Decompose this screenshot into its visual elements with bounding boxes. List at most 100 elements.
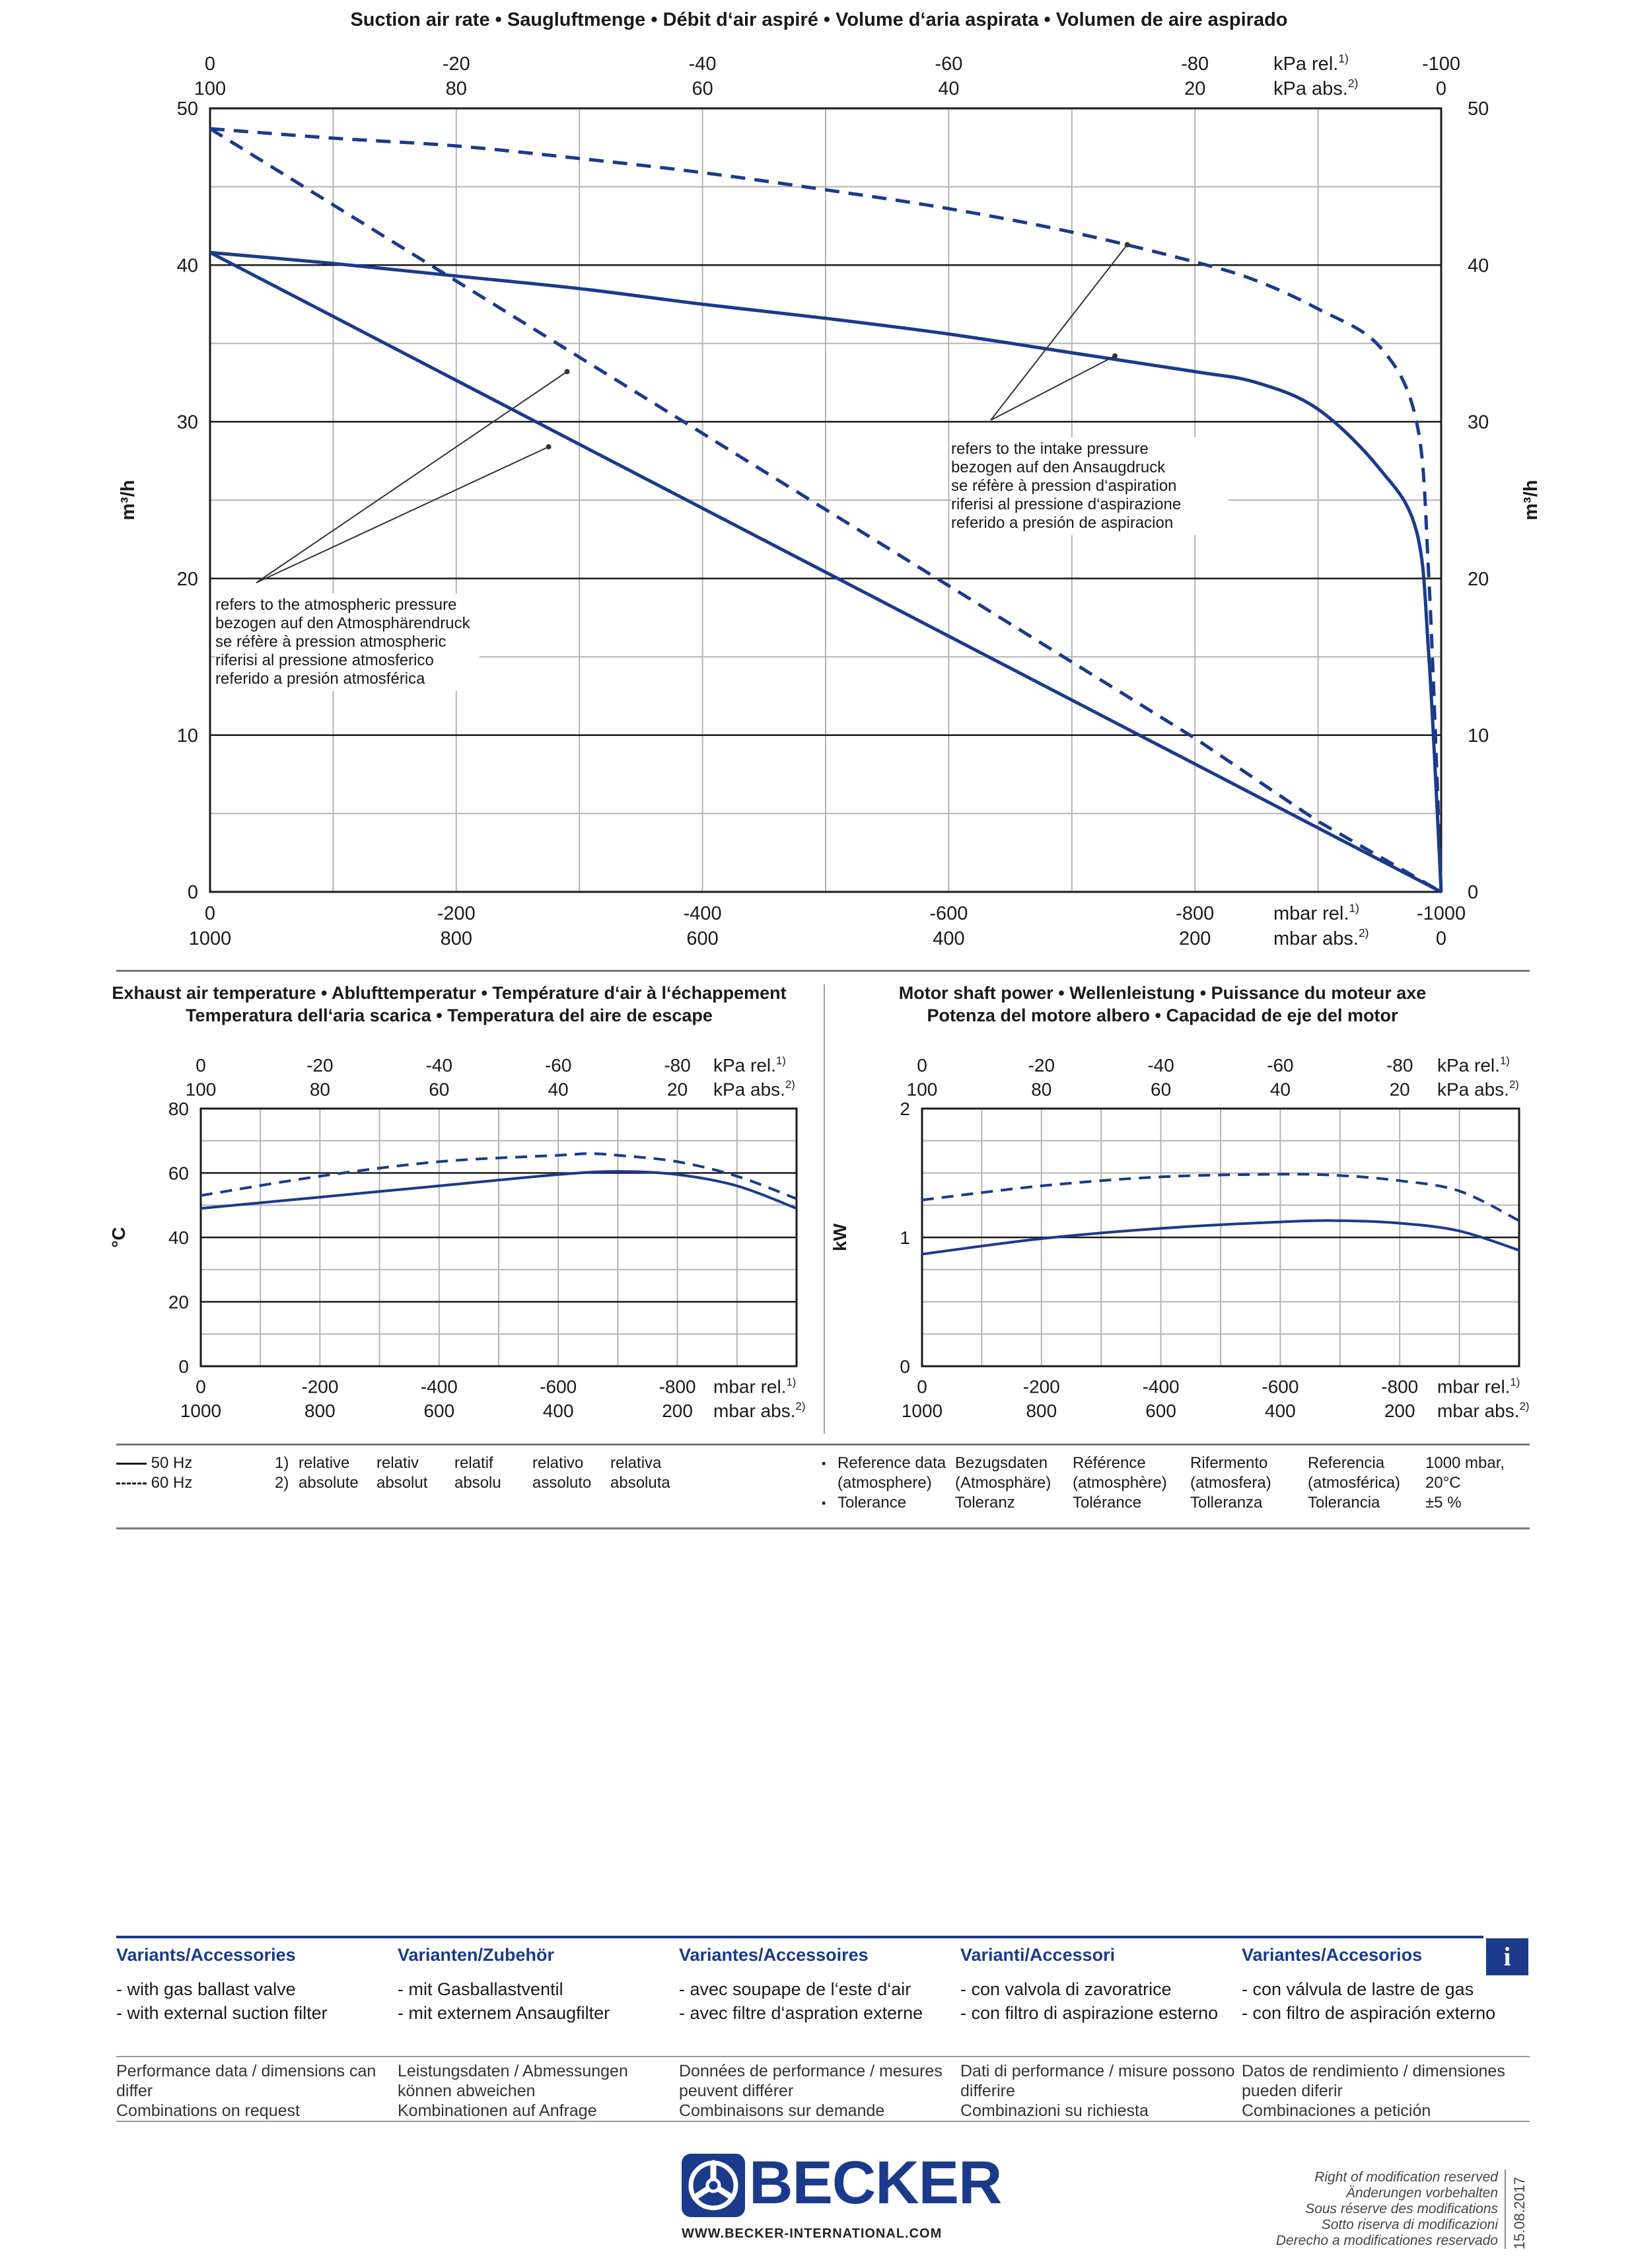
annotation-atmospheric: refers to the atmospheric pressure bezog…: [215, 593, 480, 691]
top-rel-tick-label: -40: [426, 1055, 452, 1076]
top-rel-tick-label: -80: [1181, 54, 1209, 75]
plot-frame: [921, 1107, 1520, 1368]
bottom-abs-tick-label: 200: [662, 1401, 693, 1421]
tol-word: Tolerance: [837, 1494, 907, 1512]
info-line: Données de performance / mesures: [679, 2062, 943, 2080]
ref-line: Rifermento: [1190, 1454, 1268, 1472]
footnote-word: absoluta: [610, 1474, 670, 1492]
info-col-de: Leistungsdaten / Abmessungen können abwe…: [398, 2061, 675, 2121]
variants-heading: Varianti/Accessori: [960, 1945, 1116, 1965]
variants-heading: Varianten/Zubehör: [398, 1945, 555, 1965]
bottom-rel-tick-label: -200: [437, 903, 476, 924]
top-rel-tick-label: -20: [306, 1055, 333, 1076]
info-col-it: Dati di performance / misure possono dif…: [960, 2061, 1238, 2121]
top-rel-unit: kPa rel.1): [713, 1054, 786, 1076]
top-abs-tick-label: 0: [1436, 79, 1446, 100]
y-tick-label: 20: [177, 569, 198, 590]
tol-word: Tolérance: [1073, 1494, 1142, 1512]
info-line: können abweichen: [398, 2082, 536, 2100]
top-abs-tick-label: 20: [667, 1079, 688, 1099]
bottom-rel-tick-label: 0: [205, 903, 215, 924]
info-line: Dati di performance / misure possono: [960, 2062, 1235, 2080]
top-abs-unit: kPa abs.2): [1273, 77, 1358, 100]
divider: [116, 970, 1530, 972]
y-tick-label: 20: [168, 1292, 189, 1312]
bottom-rel-tick-label: 0: [917, 1377, 927, 1397]
series-line-50hz: [921, 1219, 1520, 1256]
variants-rule: [116, 1936, 1483, 1938]
y-axis-label: m³/h: [118, 480, 139, 520]
top-rel-tick-label: -20: [443, 54, 470, 75]
info-line: differ: [116, 2082, 153, 2100]
series-line-60hz: [200, 1152, 797, 1200]
top-abs-unit: kPa abs.2): [713, 1078, 795, 1099]
annotation-pointer: [256, 371, 568, 583]
footnote-word: assoluto: [532, 1474, 592, 1492]
page-title: Suction air rate • Saugluftmenge • Débit…: [350, 9, 1288, 30]
annotation-pointer: [990, 355, 1116, 421]
legend-60hz-label: 60 Hz: [151, 1474, 193, 1492]
top-rel-tick-label: 0: [196, 1055, 206, 1076]
ref-line: (atmosférica): [1308, 1474, 1401, 1492]
temp-title-line1: Exhaust air temperature • Ablufttemperat…: [112, 983, 787, 1003]
y-tick-label: 80: [168, 1099, 189, 1119]
bullet-icon: ▪: [822, 1496, 826, 1510]
solid-line-swatch: [116, 1463, 147, 1465]
info-col-es: Datos de rendimiento / dimensiones puede…: [1242, 2061, 1526, 2121]
ref-col: Référence (atmosphère): [1073, 1453, 1167, 1493]
footnote-word: relativa: [610, 1454, 662, 1472]
info-icon: i: [1486, 1938, 1528, 1975]
top-rel-tick-label: -100: [1422, 54, 1460, 75]
y-tick-label: 40: [168, 1227, 189, 1248]
divider: [116, 1444, 1530, 1445]
legend: 50 Hz 60 Hz 1) 2) relative relativ relatif…: [116, 1453, 816, 1500]
ref-line: 20°C: [1425, 1474, 1461, 1492]
bottom-abs-tick-label: 600: [686, 928, 718, 949]
y-tick-label-right: 10: [1468, 725, 1489, 747]
info-line: Leistungsdaten / Abmessungen: [398, 2062, 628, 2080]
dashed-line-swatch: [116, 1482, 147, 1485]
info-line: Kombinationen auf Anfrage: [398, 2102, 597, 2120]
bottom-abs-tick-label: 1000: [180, 1401, 221, 1421]
bottom-rel-tick-label: -600: [929, 903, 968, 924]
ref-line: (atmosphere): [837, 1474, 932, 1492]
bottom-rel-tick-label: -600: [540, 1377, 577, 1397]
power-title-line2: Potenza del motore albero • Capacidad de…: [927, 1006, 1398, 1025]
bottom-abs-unit: mbar abs.2): [1437, 1400, 1529, 1421]
plot-frame: [199, 1107, 798, 1368]
top-abs-tick-label: 80: [446, 79, 467, 100]
top-rel-tick-label: -80: [664, 1055, 690, 1076]
info-line: Performance data / dimensions can: [116, 2062, 376, 2080]
legend-50hz-label: 50 Hz: [151, 1454, 193, 1472]
bottom-abs-tick-label: 400: [1265, 1401, 1296, 1421]
annotation-pointer-dot: [546, 444, 552, 450]
ref-col: Rifermento (atmosfera): [1190, 1453, 1271, 1493]
bottom-abs-tick-label: 800: [441, 928, 472, 949]
bottom-rel-tick-label: -400: [1143, 1377, 1180, 1397]
bottom-rel-tick-label: -200: [1023, 1377, 1060, 1397]
footnote-2: absolute absolut absolu assoluto absoluta: [299, 1473, 688, 1493]
info-line: Datos de rendimiento / dimensiones: [1242, 2062, 1505, 2080]
top-abs-tick-label: 100: [194, 79, 226, 100]
y-tick-label-right: 50: [1468, 98, 1489, 120]
annotation-line: bezogen auf den Atmosphärendruck: [215, 614, 470, 632]
annotation-line: se réfère à pression d‘aspiration: [951, 477, 1177, 495]
bottom-rel-tick-label: 0: [196, 1377, 206, 1397]
top-abs-tick-label: 100: [186, 1079, 217, 1099]
top-abs-unit: kPa abs.2): [1437, 1078, 1519, 1099]
variants-heading: Variantes/Accessoires: [679, 1945, 869, 1965]
top-abs-tick-label: 60: [692, 79, 713, 100]
bottom-abs-tick-label: 400: [543, 1401, 574, 1421]
annotation-line: referido a presión de aspiracion: [951, 514, 1174, 532]
y-axis-label: °C: [108, 1227, 129, 1247]
ref-col: Bezugsdaten (Atmosphäre): [955, 1453, 1051, 1493]
website-url[interactable]: WWW.BECKER-INTERNATIONAL.COM: [682, 2226, 943, 2241]
bottom-rel-unit: mbar rel.1): [1273, 901, 1359, 924]
rights-line: Sous réserve des modifications: [1305, 2201, 1498, 2216]
info-col-en: Performance data / dimensions can differ…: [116, 2061, 394, 2121]
tolerance-row: Tolerance Toleranz Tolérance Tolleranza Tole…: [837, 1493, 1485, 1513]
bottom-abs-tick-label: 600: [1145, 1401, 1176, 1421]
top-rel-tick-label: -20: [1028, 1055, 1055, 1076]
ref-line: (atmosfera): [1190, 1474, 1271, 1492]
